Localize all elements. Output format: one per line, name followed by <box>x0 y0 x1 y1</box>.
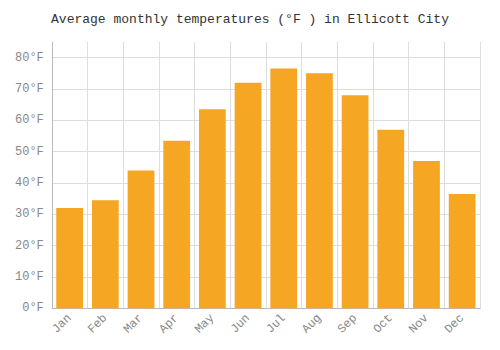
svg-text:80°F: 80°F <box>15 51 44 65</box>
svg-text:Jul: Jul <box>264 311 289 336</box>
svg-text:Apr: Apr <box>156 311 181 336</box>
svg-text:50°F: 50°F <box>15 145 44 159</box>
svg-text:Aug: Aug <box>299 311 324 336</box>
svg-text:0°F: 0°F <box>22 301 44 315</box>
svg-text:Mar: Mar <box>121 311 146 336</box>
svg-text:70°F: 70°F <box>15 82 44 96</box>
svg-text:10°F: 10°F <box>15 270 44 284</box>
svg-text:30°F: 30°F <box>15 207 44 221</box>
svg-text:Jun: Jun <box>228 311 253 336</box>
svg-text:60°F: 60°F <box>15 113 44 127</box>
svg-text:20°F: 20°F <box>15 239 44 253</box>
svg-text:May: May <box>192 311 217 336</box>
svg-text:Oct: Oct <box>371 311 396 336</box>
svg-text:40°F: 40°F <box>15 176 44 190</box>
svg-text:Sep: Sep <box>335 311 360 336</box>
svg-text:Nov: Nov <box>406 311 431 336</box>
svg-text:Feb: Feb <box>85 311 110 336</box>
svg-text:Dec: Dec <box>442 311 467 336</box>
svg-text:Average monthly temperatures (: Average monthly temperatures (°F ) in El… <box>51 12 449 27</box>
svg-text:Jan: Jan <box>49 311 74 336</box>
